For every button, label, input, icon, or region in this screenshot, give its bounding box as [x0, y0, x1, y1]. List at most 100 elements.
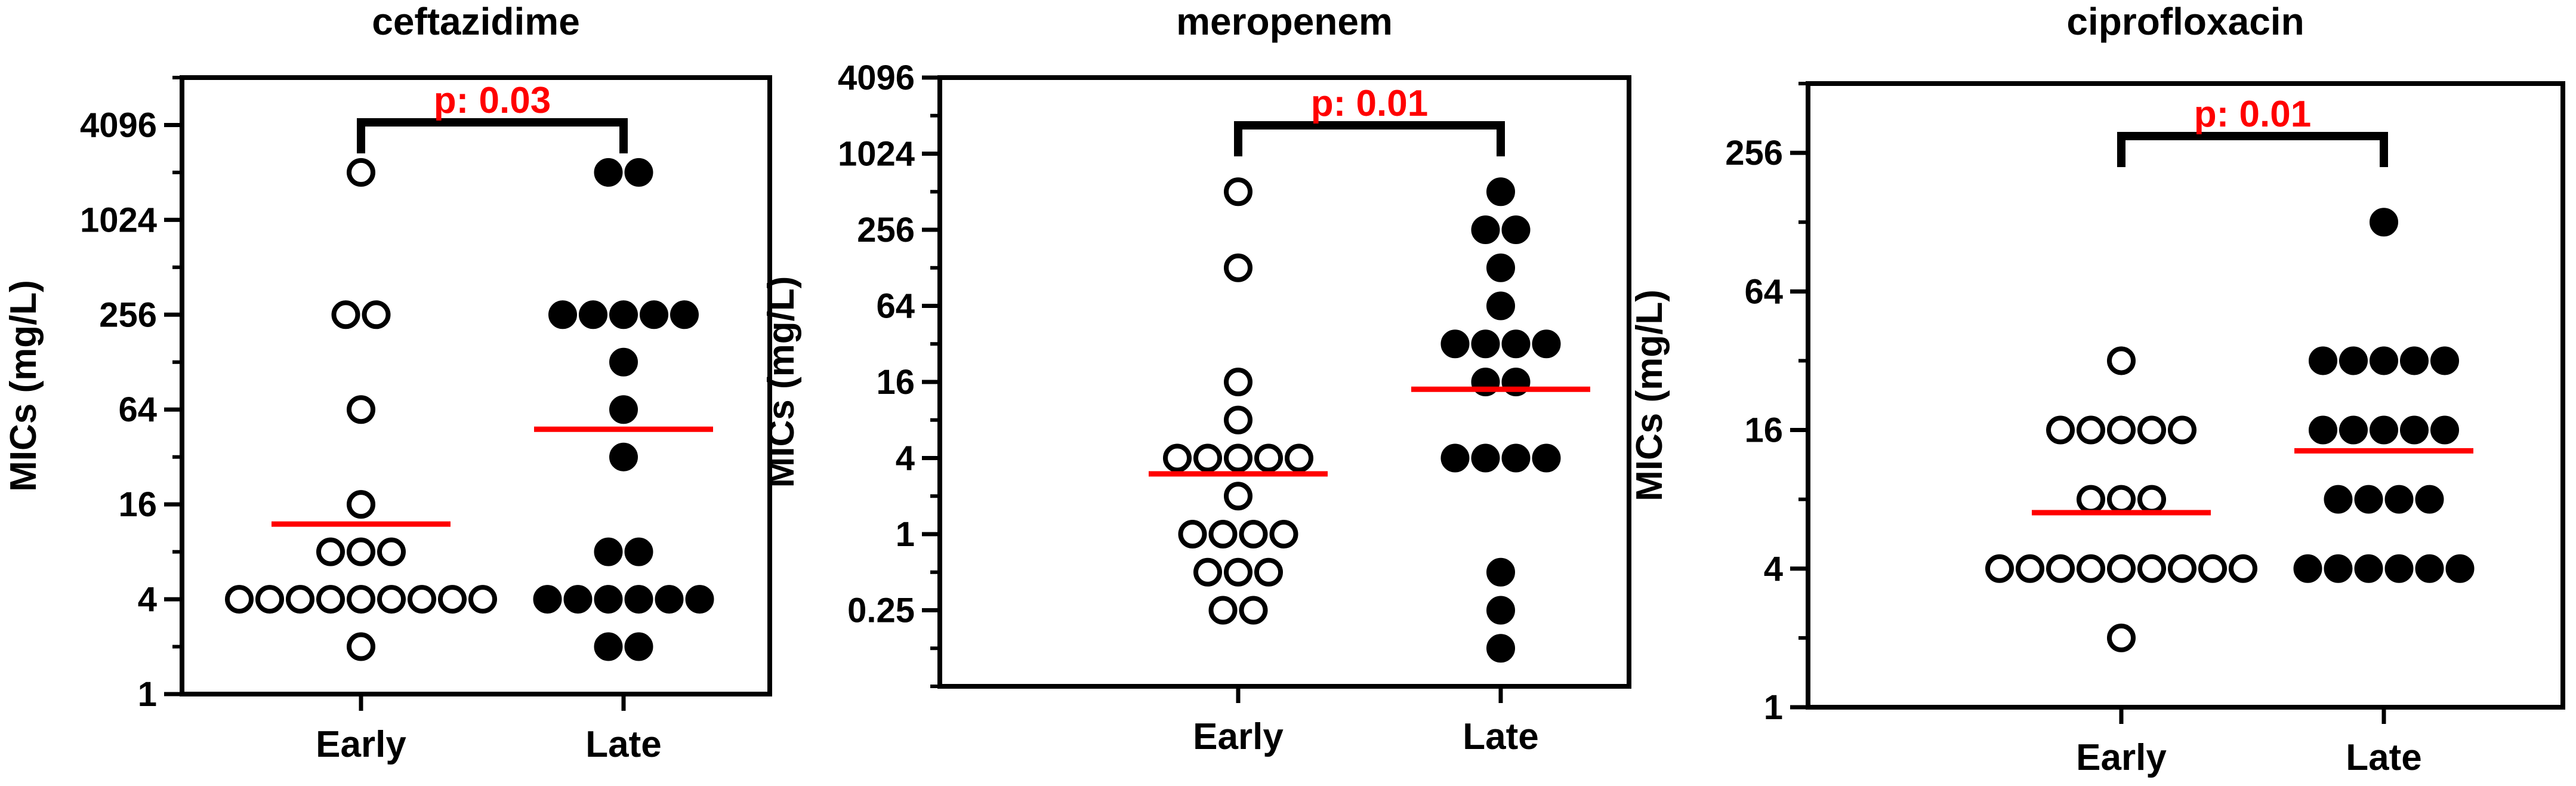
data-point-early	[1224, 177, 1252, 206]
data-point-late	[2339, 346, 2368, 375]
data-point-late	[609, 347, 638, 377]
data-point-early	[2137, 554, 2166, 583]
data-point-early	[1239, 520, 1268, 548]
y-tick-label: 64	[1744, 272, 1783, 311]
data-point-late	[2339, 415, 2368, 445]
data-point-early	[1239, 596, 1268, 625]
data-point-late	[2384, 485, 2414, 514]
y-tick-label: 1024	[80, 201, 157, 239]
data-point-late	[685, 585, 714, 614]
y-axis-label: MICs (mg/L)	[1629, 289, 1670, 501]
data-point-early	[2107, 554, 2136, 583]
significance-bracket	[2117, 132, 2388, 167]
data-point-early	[2077, 554, 2105, 583]
x-tick-label: Early	[316, 724, 406, 765]
data-point-late	[2370, 415, 2398, 445]
y-tick-label: 4	[1764, 550, 1783, 588]
data-point-late	[609, 442, 638, 471]
y-tick-label: 4	[896, 439, 915, 478]
data-point-early	[347, 632, 375, 661]
data-point-early	[1224, 253, 1252, 282]
data-point-late	[1486, 557, 1515, 587]
data-point-early	[1163, 443, 1192, 473]
x-tick-label: Late	[2346, 737, 2421, 778]
data-point-late	[624, 585, 653, 614]
data-point-late	[563, 585, 593, 614]
y-tick-label: 1024	[838, 135, 915, 174]
x-tick-label: Early	[2076, 737, 2167, 778]
data-point-late	[609, 300, 638, 329]
data-point-early	[2107, 415, 2136, 445]
data-point-early	[438, 585, 467, 614]
data-point-early	[1208, 596, 1238, 625]
data-point-early	[1178, 520, 1207, 548]
data-point-late	[640, 300, 668, 329]
data-point-early	[1224, 443, 1252, 473]
data-point-late	[2324, 485, 2353, 514]
data-point-early	[468, 585, 497, 614]
data-point-early	[2168, 415, 2196, 445]
data-point-late	[1486, 177, 1515, 206]
y-axis-label: MICs (mg/L)	[3, 280, 44, 492]
data-point-early	[2107, 623, 2136, 652]
data-point-late	[609, 395, 638, 424]
data-point-late	[2293, 554, 2322, 583]
data-point-late	[1440, 443, 1470, 473]
y-tick-label: 1	[896, 515, 915, 554]
x-tick-label: Late	[1463, 716, 1538, 757]
data-point-late	[2415, 554, 2444, 583]
data-point-early	[316, 585, 345, 614]
chart-title: ciprofloxacin	[2066, 0, 2304, 43]
data-point-late	[1471, 443, 1500, 473]
data-point-late	[2445, 554, 2475, 583]
data-point-early	[2077, 485, 2105, 514]
y-tick-label: 4	[138, 580, 157, 619]
data-point-early	[347, 395, 375, 424]
y-tick-label: 0.25	[847, 591, 915, 630]
data-point-early	[2229, 554, 2257, 583]
data-point-late	[1471, 329, 1500, 359]
data-point-early	[347, 158, 375, 187]
y-tick-label: 256	[99, 295, 157, 334]
panel-ciprofloxacin: ciprofloxacin MICs (mg/L) 1 4 16 64 256 Early La…	[1629, 0, 2565, 778]
data-point-late	[2384, 554, 2414, 583]
data-point-late	[1471, 215, 1500, 244]
data-point-early	[2137, 485, 2166, 514]
data-point-late	[2430, 346, 2459, 375]
data-point-early	[316, 537, 345, 566]
y-tick-label: 1	[1764, 688, 1783, 727]
p-value-label: p: 0.01	[1311, 83, 1428, 124]
data-point-late	[624, 158, 653, 187]
y-tick-label: 16	[118, 485, 157, 524]
data-point-early	[347, 537, 375, 566]
x-tick-label: Late	[585, 724, 661, 765]
data-point-late	[2430, 415, 2459, 445]
data-point-early	[1224, 368, 1252, 396]
data-point-late	[1501, 329, 1531, 359]
data-point-late	[1532, 329, 1561, 359]
chart-title: ceftazidime	[372, 0, 580, 43]
data-point-late	[594, 158, 623, 187]
plot-frame	[1806, 81, 2565, 710]
y-tick-label: 4096	[838, 58, 915, 97]
data-point-early	[1224, 557, 1252, 587]
data-point-late	[533, 585, 562, 614]
data-point-late	[1486, 596, 1515, 625]
data-point-early	[377, 537, 406, 566]
data-point-late	[594, 585, 623, 614]
data-point-early	[1269, 520, 1298, 548]
data-point-late	[2354, 554, 2383, 583]
data-point-early	[1985, 554, 2014, 583]
data-point-late	[579, 300, 607, 329]
data-point-early	[1208, 520, 1238, 548]
y-tick-label: 16	[876, 363, 915, 402]
significance-bracket	[1234, 121, 1505, 156]
y-tick-label: 256	[1725, 134, 1783, 172]
data-point-early	[1224, 405, 1252, 434]
p-value-label: p: 0.03	[434, 80, 551, 121]
data-point-early	[1254, 443, 1283, 473]
data-point-early	[2107, 485, 2136, 514]
data-point-late	[2354, 485, 2383, 514]
data-point-late	[2309, 346, 2337, 375]
y-axis-label: MICs (mg/L)	[761, 276, 802, 488]
